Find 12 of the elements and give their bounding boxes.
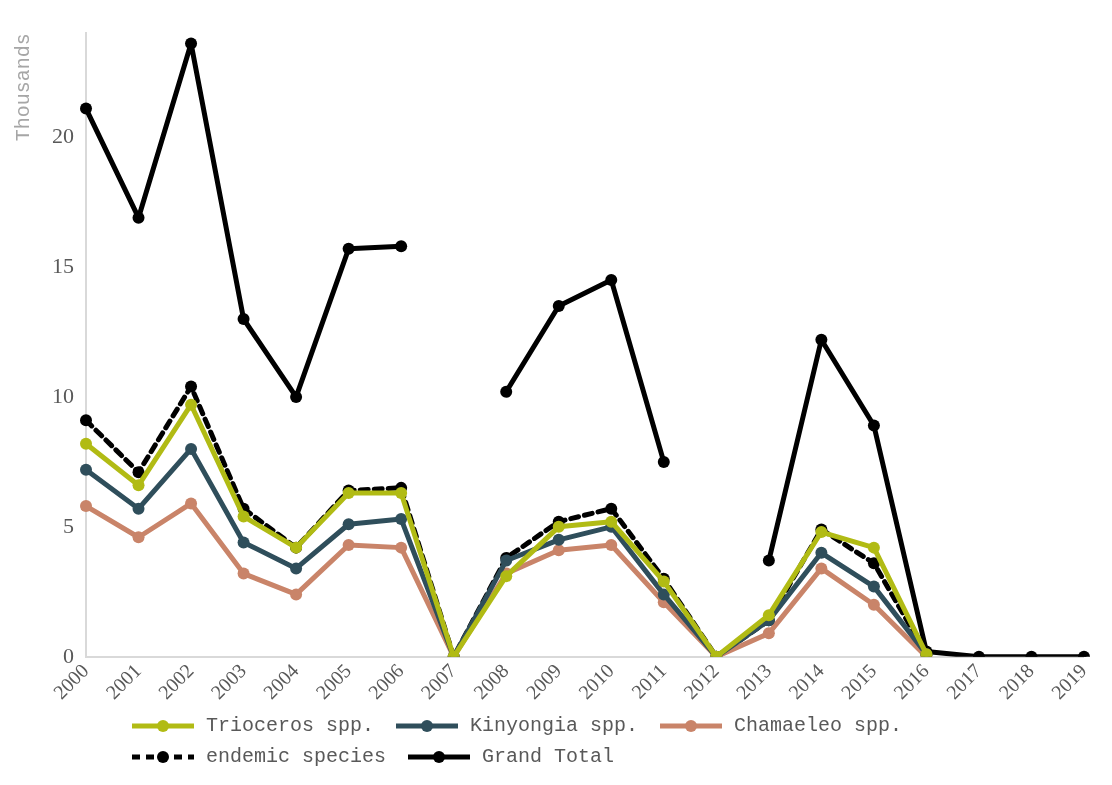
y-axis-title: Thousands [12,33,36,142]
y-tick-label: 20 [52,122,74,148]
legend-label: Chamaeleo spp. [734,714,903,737]
y-tick-label: 0 [63,642,74,668]
y-tick-label: 5 [63,512,74,538]
x-tick-label: 2011 [627,659,671,703]
y-tick-label: 15 [52,252,74,278]
legend-label: Kinyongia spp. [470,714,639,737]
legend-label: Trioceros spp. [206,714,375,737]
legend-label: Grand Total [482,745,615,768]
legend-label: endemic species [206,745,387,768]
y-tick-label: 10 [52,382,74,408]
